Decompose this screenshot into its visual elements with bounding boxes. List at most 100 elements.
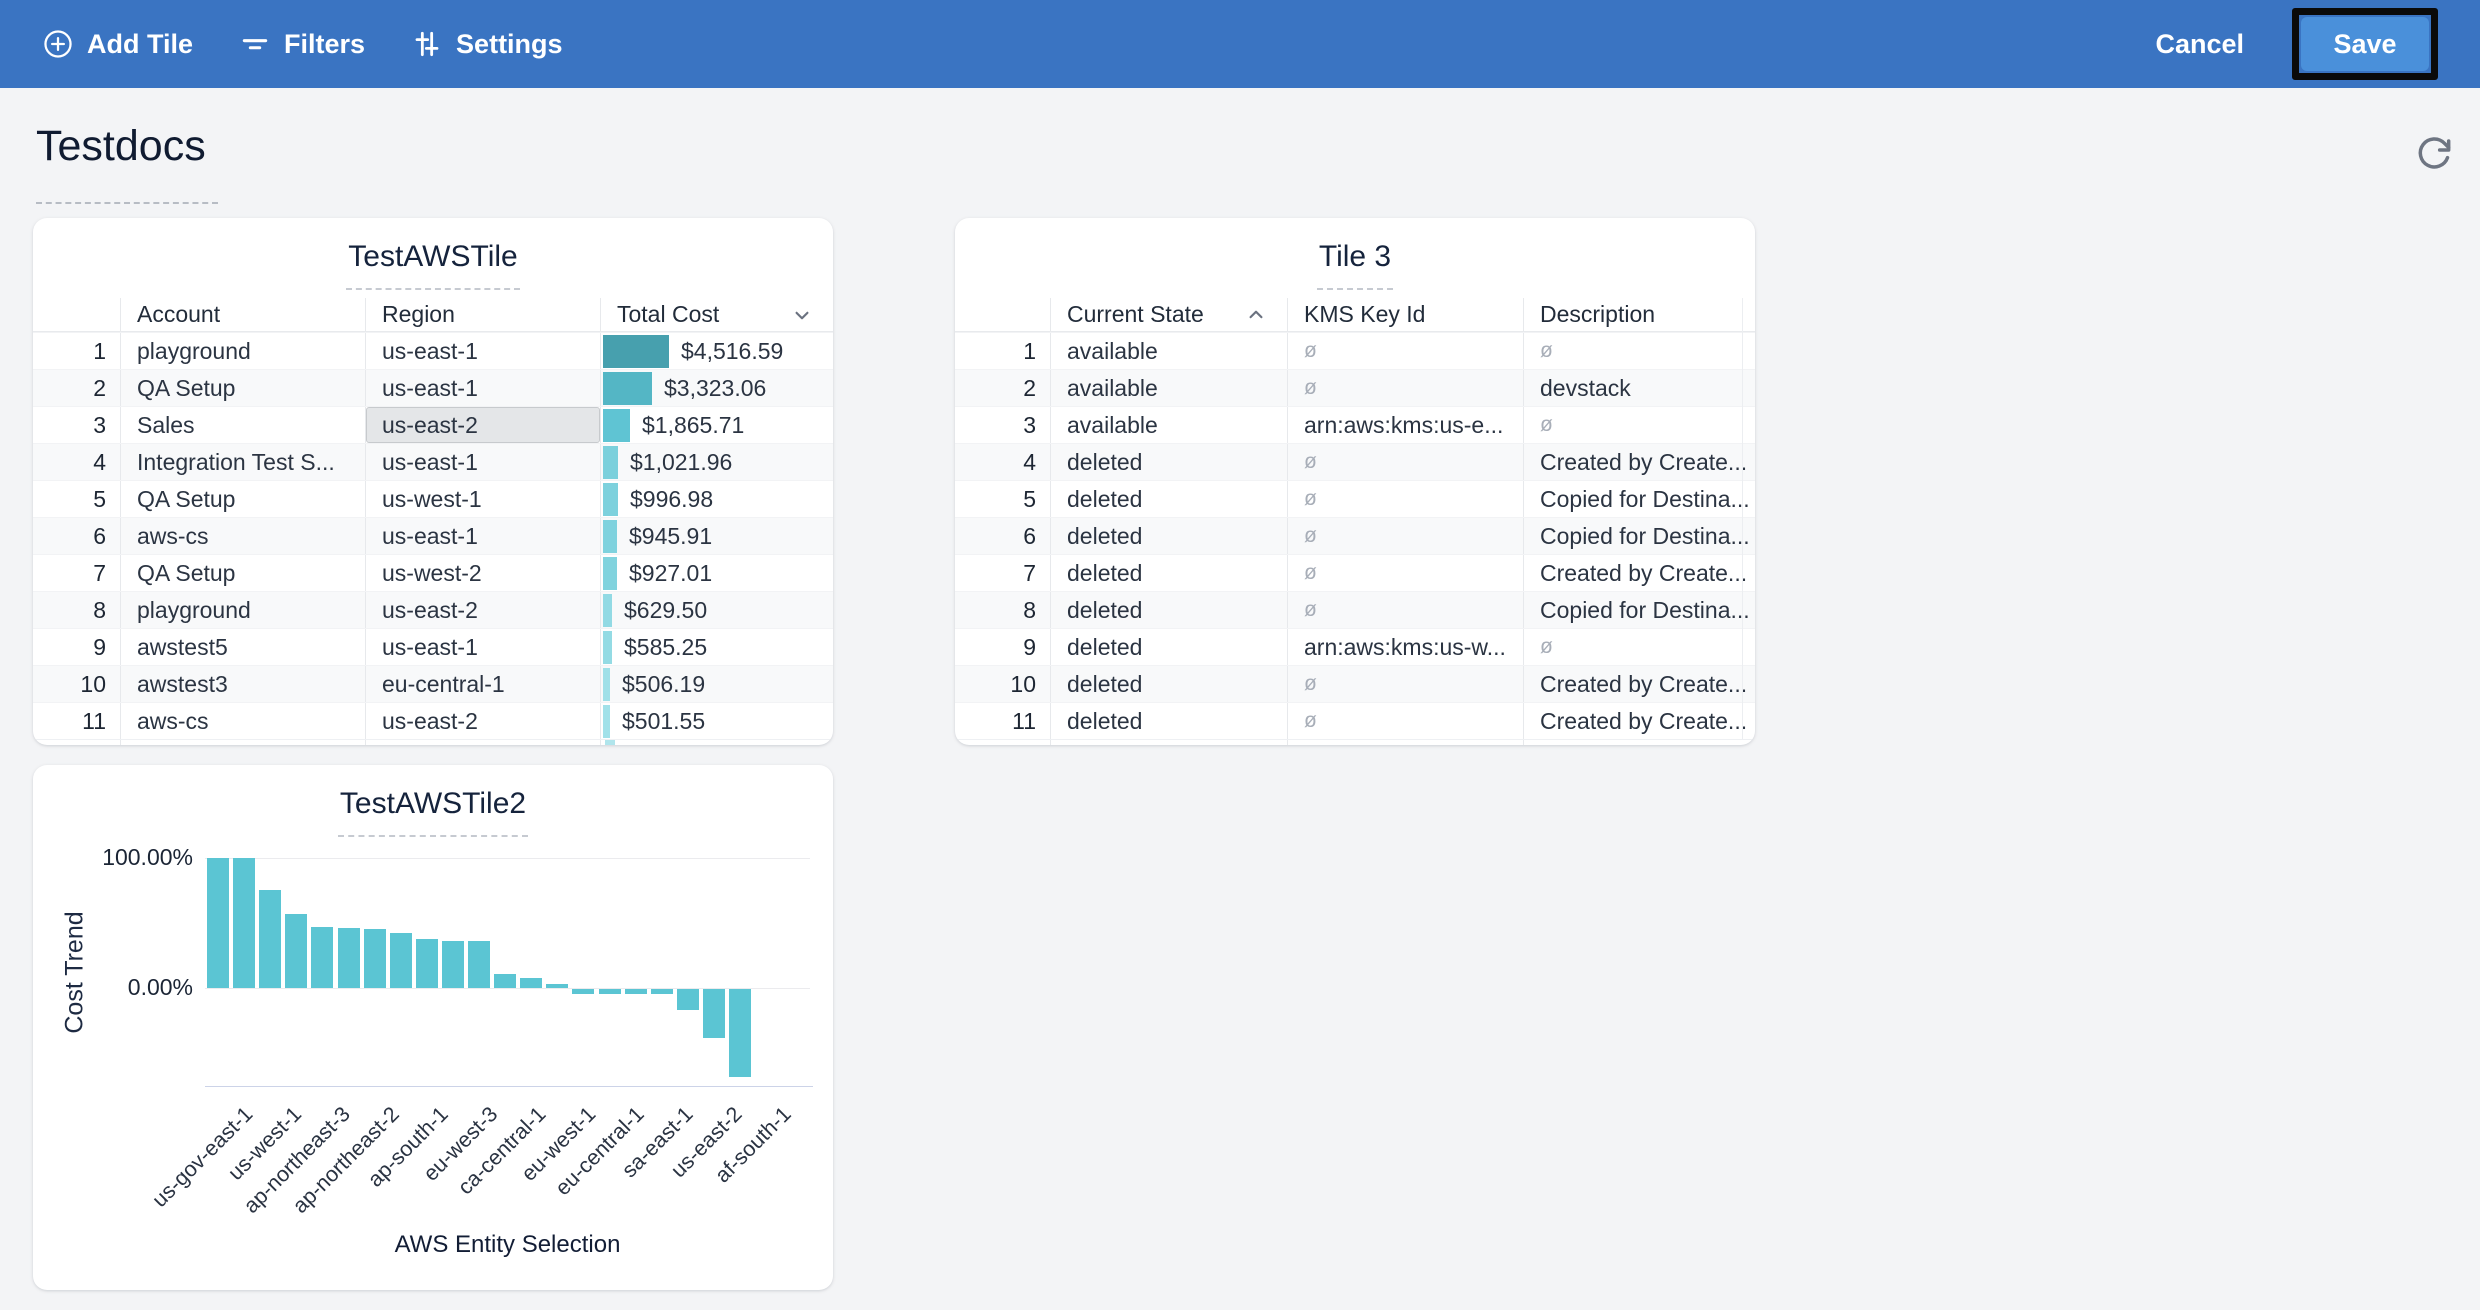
cell-region[interactable]: us-east-2: [365, 592, 600, 628]
column-header-total-cost[interactable]: Total Cost: [600, 298, 833, 331]
cell-kms-key-id[interactable]: ø: [1287, 481, 1523, 517]
cell-account[interactable]: playground: [120, 592, 365, 628]
refresh-button[interactable]: [2414, 134, 2454, 174]
cell-total-cost[interactable]: $585.25: [600, 629, 833, 665]
cell-total-cost[interactable]: $629.50: [600, 592, 833, 628]
selected-cell[interactable]: us-east-2: [366, 407, 600, 443]
chart-bar[interactable]: [390, 933, 412, 988]
cell-total-cost[interactable]: $945.91: [600, 518, 833, 554]
cell-kms-key-id[interactable]: arn:aws:kms:us-e...: [1287, 407, 1523, 443]
cell-description[interactable]: Created by Create...: [1523, 703, 1755, 739]
cell-account[interactable]: Integration Test S...: [120, 444, 365, 480]
cell-kms-key-id[interactable]: ø: [1287, 703, 1523, 739]
cell-kms-key-id[interactable]: ø: [1287, 555, 1523, 591]
cell-total-cost[interactable]: $1,865.71: [600, 407, 833, 443]
chart-bar[interactable]: [703, 989, 725, 1038]
cell-account[interactable]: Sales: [120, 407, 365, 443]
cell-region[interactable]: us-east-1: [365, 370, 600, 406]
cell-region[interactable]: us-east-1: [365, 629, 600, 665]
cell-total-cost[interactable]: $996.98: [600, 481, 833, 517]
chart-bar[interactable]: [442, 941, 464, 988]
cell-current-state[interactable]: deleted: [1050, 481, 1287, 517]
cell-region[interactable]: us-west-1: [365, 481, 600, 517]
chart-bar[interactable]: [207, 858, 229, 988]
cell-total-cost[interactable]: $3,323.06: [600, 370, 833, 406]
cell-kms-key-id[interactable]: ø: [1287, 518, 1523, 554]
cell-description[interactable]: Copied for Destina...: [1523, 481, 1755, 517]
cell-account[interactable]: aws-cs: [120, 518, 365, 554]
cell-account[interactable]: QA Setup: [120, 370, 365, 406]
cell-description[interactable]: ø: [1523, 629, 1755, 665]
column-header-current-state[interactable]: Current State: [1050, 298, 1287, 331]
cell-current-state[interactable]: deleted: [1050, 703, 1287, 739]
cell-kms-key-id[interactable]: ø: [1287, 666, 1523, 702]
cell-total-cost[interactable]: $4,516.59: [600, 333, 833, 369]
chart-bar[interactable]: [364, 929, 386, 988]
chart-bar[interactable]: [416, 939, 438, 988]
cell-description[interactable]: ø: [1523, 407, 1755, 443]
chart-bar[interactable]: [494, 974, 516, 988]
column-header-kms-key-id[interactable]: KMS Key Id: [1287, 298, 1523, 331]
cell-description[interactable]: Copied for Destina...: [1523, 518, 1755, 554]
chart-bar[interactable]: [233, 858, 255, 988]
chart-bar[interactable]: [468, 941, 490, 988]
cell-kms-key-id[interactable]: ø: [1287, 333, 1523, 369]
cell-description[interactable]: Created by Create...: [1523, 555, 1755, 591]
chart-bar[interactable]: [259, 890, 281, 988]
cell-current-state[interactable]: deleted: [1050, 444, 1287, 480]
cell-current-state[interactable]: deleted: [1050, 555, 1287, 591]
chart-bar[interactable]: [520, 978, 542, 988]
chart-bar[interactable]: [572, 989, 594, 994]
cell-account[interactable]: aws-cs: [120, 703, 365, 739]
cell-region[interactable]: us-west-2: [365, 555, 600, 591]
chart-bar[interactable]: [625, 989, 647, 994]
cell-current-state[interactable]: available: [1050, 370, 1287, 406]
cell-account[interactable]: QA Setup: [120, 555, 365, 591]
chart-bar[interactable]: [338, 928, 360, 988]
chart-bar[interactable]: [651, 989, 673, 994]
cell-region[interactable]: eu-central-1: [365, 666, 600, 702]
cell-total-cost[interactable]: $501.55: [600, 703, 833, 739]
cell-current-state[interactable]: deleted: [1050, 518, 1287, 554]
settings-button[interactable]: Settings: [411, 28, 563, 60]
cell-current-state[interactable]: deleted: [1050, 629, 1287, 665]
cell-total-cost[interactable]: $927.01: [600, 555, 833, 591]
column-header-account[interactable]: Account: [120, 298, 365, 331]
filters-button[interactable]: Filters: [239, 28, 365, 60]
column-header-description[interactable]: Description: [1523, 298, 1755, 331]
cell-region[interactable]: us-east-2: [365, 407, 600, 443]
cell-current-state[interactable]: deleted: [1050, 592, 1287, 628]
cell-description[interactable]: Created by Create...: [1523, 666, 1755, 702]
cell-description[interactable]: Copied for Destina...: [1523, 592, 1755, 628]
cell-account[interactable]: awstest3: [120, 666, 365, 702]
chart-bar[interactable]: [677, 989, 699, 1010]
save-button[interactable]: Save: [2301, 17, 2429, 71]
cell-description[interactable]: ø: [1523, 333, 1755, 369]
cell-current-state[interactable]: available: [1050, 333, 1287, 369]
cell-current-state[interactable]: available: [1050, 407, 1287, 443]
cell-total-cost[interactable]: $506.19: [600, 666, 833, 702]
cell-region[interactable]: us-east-2: [365, 703, 600, 739]
cell-account[interactable]: playground: [120, 333, 365, 369]
chart-bar[interactable]: [599, 989, 621, 994]
cell-description[interactable]: Created by Create...: [1523, 444, 1755, 480]
chart-bar[interactable]: [729, 989, 751, 1077]
cell-kms-key-id[interactable]: ø: [1287, 592, 1523, 628]
cell-total-cost[interactable]: $1,021.96: [600, 444, 833, 480]
chart-bar[interactable]: [311, 927, 333, 988]
cell-region[interactable]: us-east-1: [365, 518, 600, 554]
column-header-region[interactable]: Region: [365, 298, 600, 331]
cancel-button[interactable]: Cancel: [2149, 28, 2250, 61]
cell-kms-key-id[interactable]: arn:aws:kms:us-w...: [1287, 629, 1523, 665]
chart-bar[interactable]: [546, 984, 568, 988]
cell-kms-key-id[interactable]: ø: [1287, 370, 1523, 406]
cell-account[interactable]: awstest5: [120, 629, 365, 665]
cell-current-state[interactable]: deleted: [1050, 666, 1287, 702]
cell-account[interactable]: QA Setup: [120, 481, 365, 517]
cell-description[interactable]: devstack: [1523, 370, 1755, 406]
cell-region[interactable]: us-east-1: [365, 444, 600, 480]
add-tile-button[interactable]: Add Tile: [42, 28, 193, 60]
chart-bar[interactable]: [285, 914, 307, 988]
cell-kms-key-id[interactable]: ø: [1287, 444, 1523, 480]
cell-region[interactable]: us-east-1: [365, 333, 600, 369]
